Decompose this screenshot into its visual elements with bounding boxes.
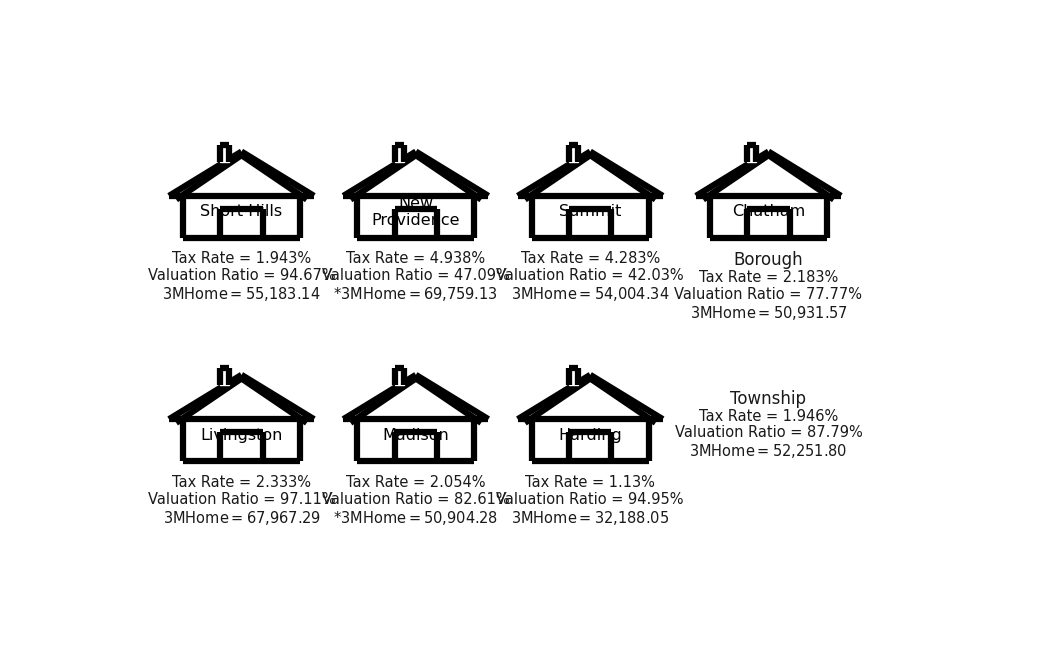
Text: Tax Rate = 1.946%: Tax Rate = 1.946% xyxy=(699,409,838,424)
Text: Valuation Ratio = 87.79%: Valuation Ratio = 87.79% xyxy=(675,426,863,440)
Text: Borough: Borough xyxy=(734,251,803,269)
Text: New
Providence: New Providence xyxy=(371,195,460,228)
Text: Tax Rate = 4.938%: Tax Rate = 4.938% xyxy=(346,251,485,266)
Text: *$3M Home = $50,904.28: *$3M Home = $50,904.28 xyxy=(333,509,498,526)
Text: Tax Rate = 1.13%: Tax Rate = 1.13% xyxy=(526,474,655,490)
Bar xyxy=(220,368,229,385)
Text: $3M Home = $67,967.29: $3M Home = $67,967.29 xyxy=(163,509,320,526)
Text: $3M Home = $54,004.34: $3M Home = $54,004.34 xyxy=(511,286,669,303)
Text: Tax Rate = 1.943%: Tax Rate = 1.943% xyxy=(172,251,311,266)
Bar xyxy=(220,145,229,162)
Text: $3M Home = $50,931.57: $3M Home = $50,931.57 xyxy=(689,304,847,322)
Text: Short Hills: Short Hills xyxy=(200,204,283,219)
Text: Valuation Ratio = 94.67%: Valuation Ratio = 94.67% xyxy=(148,268,335,284)
Text: Township: Township xyxy=(731,390,807,408)
Text: Valuation Ratio = 82.61%: Valuation Ratio = 82.61% xyxy=(322,492,510,507)
Text: Valuation Ratio = 77.77%: Valuation Ratio = 77.77% xyxy=(675,287,863,302)
Text: Tax Rate = 2.333%: Tax Rate = 2.333% xyxy=(172,474,311,490)
Text: Valuation Ratio = 47.09%: Valuation Ratio = 47.09% xyxy=(322,268,510,284)
Text: Valuation Ratio = 97.11%: Valuation Ratio = 97.11% xyxy=(148,492,335,507)
Text: Tax Rate = 2.054%: Tax Rate = 2.054% xyxy=(346,474,485,490)
Text: $3M Home = $52,251.80: $3M Home = $52,251.80 xyxy=(689,442,848,461)
Text: $3M Home =$32,188.05: $3M Home =$32,188.05 xyxy=(511,509,669,526)
Text: Livingston: Livingston xyxy=(200,428,283,443)
Text: Valuation Ratio = 94.95%: Valuation Ratio = 94.95% xyxy=(497,492,684,507)
Text: Chatham: Chatham xyxy=(732,204,805,219)
Bar xyxy=(747,145,757,162)
Bar xyxy=(569,145,578,162)
Text: Harding: Harding xyxy=(559,428,622,443)
Text: Madison: Madison xyxy=(382,428,449,443)
Bar xyxy=(395,368,403,385)
Text: Valuation Ratio = 42.03%: Valuation Ratio = 42.03% xyxy=(497,268,684,284)
Text: *$3M Home = $69,759.13: *$3M Home = $69,759.13 xyxy=(333,286,498,303)
Bar xyxy=(395,145,403,162)
Text: Tax Rate = 4.283%: Tax Rate = 4.283% xyxy=(520,251,660,266)
Text: $3M Home = $55,183.14: $3M Home = $55,183.14 xyxy=(162,286,321,303)
Bar xyxy=(569,368,578,385)
Text: Tax Rate = 2.183%: Tax Rate = 2.183% xyxy=(699,270,838,285)
Text: Summit: Summit xyxy=(559,204,621,219)
